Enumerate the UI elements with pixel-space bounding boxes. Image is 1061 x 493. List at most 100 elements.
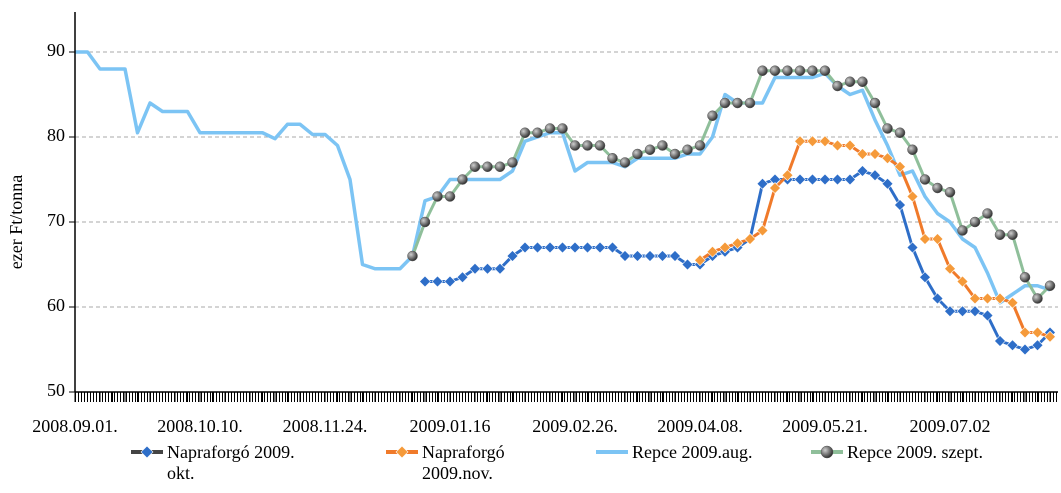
point-marker: [719, 241, 731, 254]
x-tick-label: 2008.09.01.: [32, 416, 118, 436]
point-marker: [806, 135, 819, 148]
point-marker: [794, 135, 806, 148]
point-marker: [819, 135, 831, 148]
point-marker: [931, 292, 944, 305]
point-marker: [969, 216, 981, 228]
point-marker: [807, 65, 818, 76]
point-marker: [831, 173, 844, 186]
point-marker: [994, 292, 1006, 305]
point-marker: [819, 173, 831, 186]
legend-swatch: [131, 445, 163, 459]
point-marker: [919, 271, 931, 284]
point-marker: [869, 148, 881, 160]
point-marker: [694, 254, 706, 267]
point-marker: [1031, 326, 1044, 339]
point-marker: [469, 161, 481, 172]
point-marker: [981, 292, 994, 305]
y-axis-label: ezer Ft/tonna: [6, 175, 26, 269]
series-line: [425, 169, 1052, 351]
point-marker: [419, 275, 431, 288]
point-marker: [769, 182, 781, 194]
point-marker: [969, 305, 981, 318]
point-marker: [719, 97, 731, 109]
legend-swatch: [386, 445, 418, 459]
point-marker: [669, 250, 681, 262]
point-marker: [469, 262, 481, 275]
point-marker: [582, 140, 593, 151]
point-marker: [519, 127, 531, 138]
x-tick-label: 2009.07.02: [910, 416, 991, 436]
point-marker: [481, 262, 494, 275]
point-marker: [844, 76, 856, 87]
x-tick-label: 2008.10.10.: [157, 416, 243, 436]
legend-swatch: [811, 445, 843, 459]
legend-label: Repce 2009.aug.: [632, 442, 753, 462]
point-marker: [944, 305, 956, 318]
x-tick-label: 2009.05.21.: [782, 416, 868, 436]
point-marker: [644, 250, 656, 262]
point-marker: [557, 123, 568, 134]
point-marker: [869, 97, 881, 109]
point-marker: [419, 216, 431, 228]
y-tick-label: 60: [47, 295, 65, 315]
point-marker: [769, 65, 781, 76]
point-marker: [657, 140, 668, 151]
point-marker: [669, 148, 681, 160]
point-marker: [857, 76, 868, 87]
point-marker: [831, 139, 844, 152]
point-marker: [1007, 229, 1018, 240]
point-marker: [881, 152, 894, 165]
point-marker: [832, 80, 843, 92]
point-marker: [631, 250, 644, 262]
point-marker: [457, 174, 468, 185]
point-marker: [531, 241, 544, 254]
point-marker: [644, 144, 656, 155]
point-marker: [407, 250, 418, 262]
point-marker: [919, 233, 931, 245]
point-marker: [931, 233, 944, 245]
x-tick-label: 2009.01.16: [410, 416, 491, 436]
point-marker: [894, 127, 906, 138]
point-marker: [806, 173, 819, 186]
point-marker: [594, 241, 606, 254]
point-marker: [906, 190, 919, 203]
point-marker: [656, 250, 669, 262]
legend-label: Napraforgó 2009.nov.: [422, 442, 505, 483]
point-marker: [844, 139, 856, 152]
point-marker: [869, 169, 881, 182]
point-marker: [1031, 339, 1044, 352]
x-tick-label: 2009.04.08.: [657, 416, 743, 436]
point-marker: [731, 237, 744, 250]
legend-item: Repce 2009. szept.: [810, 442, 983, 463]
point-marker: [844, 173, 856, 186]
point-marker: [794, 173, 806, 186]
point-marker: [932, 182, 943, 194]
point-marker: [619, 157, 631, 168]
point-marker: [969, 292, 981, 305]
point-marker: [756, 224, 769, 237]
point-marker: [494, 262, 506, 275]
point-marker: [694, 140, 706, 151]
point-marker: [756, 177, 769, 190]
point-marker: [906, 241, 919, 254]
legend-label: Napraforgó 2009. okt.: [167, 442, 295, 483]
point-marker: [894, 199, 906, 211]
point-marker: [431, 275, 444, 288]
point-marker: [706, 245, 719, 258]
legend-marker: [820, 445, 834, 459]
y-tick-label: 90: [47, 40, 65, 60]
point-marker: [794, 65, 806, 76]
legend-item: Repce 2009.aug.: [595, 442, 752, 463]
point-marker: [432, 191, 443, 202]
point-marker: [544, 241, 556, 254]
point-marker: [994, 335, 1006, 347]
point-marker: [944, 262, 956, 275]
legend-marker: [395, 445, 409, 459]
chart: ezer Ft/tonna 50 60 70 80 90 2008.09.01. 2008.…: [6, 12, 1058, 436]
point-marker: [982, 208, 993, 219]
point-marker: [956, 305, 969, 318]
point-marker: [556, 241, 569, 254]
point-marker: [632, 148, 643, 160]
point-marker: [744, 97, 756, 109]
point-marker: [1006, 296, 1019, 309]
